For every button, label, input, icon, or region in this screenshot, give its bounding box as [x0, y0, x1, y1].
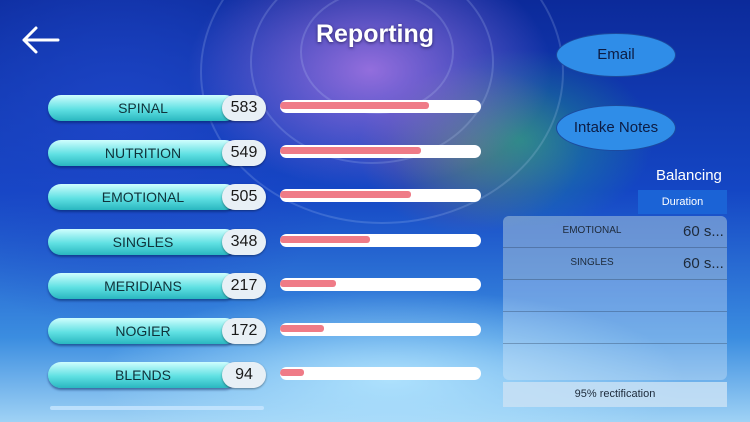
- category-count: 348: [222, 229, 266, 255]
- rectification-footer: 95% rectification: [503, 382, 727, 407]
- category-count: 172: [222, 318, 266, 344]
- progress-track: [280, 189, 481, 202]
- tab-duration[interactable]: Duration: [638, 190, 727, 214]
- progress-track: [280, 323, 481, 336]
- balancing-heading: Balancing: [656, 167, 722, 184]
- table-cell-name: EMOTIONAL: [562, 225, 622, 236]
- table-row: [503, 344, 727, 375]
- page-title: Reporting: [315, 20, 435, 48]
- balancing-table[interactable]: EMOTIONAL 60 s... SINGLES 60 s...: [503, 216, 727, 380]
- progress-track: [280, 367, 481, 380]
- table-row: [503, 280, 727, 312]
- progress-fill: [280, 325, 325, 332]
- table-cell-value: 60 s...: [683, 255, 724, 272]
- table-cell-value: 60 s...: [683, 223, 724, 240]
- category-count: 217: [222, 273, 266, 299]
- email-button[interactable]: Email: [556, 33, 676, 77]
- progress-fill: [280, 147, 421, 154]
- table-row: [503, 312, 727, 344]
- category-count: 94: [222, 362, 266, 388]
- category-pill[interactable]: NOGIER: [48, 318, 238, 344]
- progress-fill: [280, 369, 305, 376]
- intake-notes-button[interactable]: Intake Notes: [556, 105, 676, 151]
- category-pill[interactable]: NUTRITION: [48, 140, 238, 166]
- progress-track: [280, 145, 481, 158]
- table-cell-name: SINGLES: [570, 257, 614, 268]
- back-arrow-icon[interactable]: [18, 24, 62, 56]
- progress-fill: [280, 102, 429, 109]
- category-count: 583: [222, 95, 266, 121]
- category-pill[interactable]: SINGLES: [48, 229, 238, 255]
- category-pill[interactable]: EMOTIONAL: [48, 184, 238, 210]
- progress-fill: [280, 280, 337, 287]
- progress-track: [280, 100, 481, 113]
- progress-track: [280, 278, 481, 291]
- category-pill[interactable]: BLENDS: [48, 362, 238, 388]
- category-count: 505: [222, 184, 266, 210]
- next-row-edge: [50, 406, 264, 410]
- progress-fill: [280, 236, 371, 243]
- table-row[interactable]: SINGLES 60 s...: [503, 248, 727, 280]
- category-count: 549: [222, 140, 266, 166]
- table-row[interactable]: EMOTIONAL 60 s...: [503, 216, 727, 248]
- category-pill[interactable]: SPINAL: [48, 95, 238, 121]
- category-pill[interactable]: MERIDIANS: [48, 273, 238, 299]
- progress-track: [280, 234, 481, 247]
- progress-fill: [280, 191, 411, 198]
